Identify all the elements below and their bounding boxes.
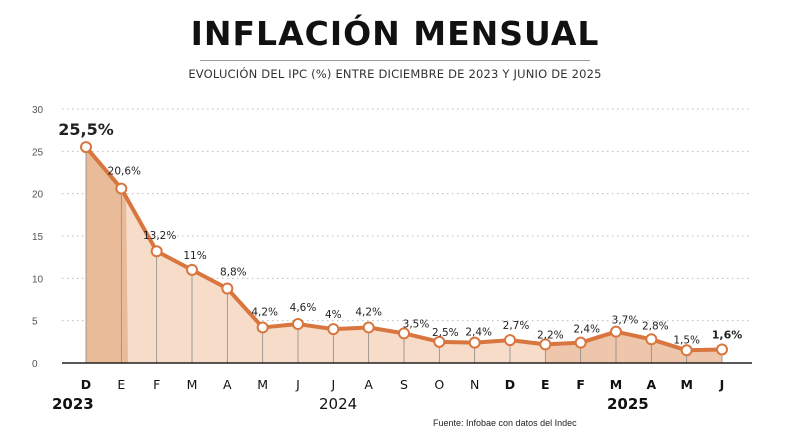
area-fill-2025 [545,331,722,363]
x-tick-label: J [719,377,725,392]
x-tick-label: F [576,377,585,392]
data-point [80,141,92,154]
data-label: 1,5% [673,334,700,346]
data-point [716,343,728,356]
data-label: 2,2% [537,329,564,341]
x-tick-label: E [541,377,550,392]
x-tick-label: F [153,377,160,392]
y-tick-label: 0 [32,359,38,370]
data-point [504,334,516,347]
year-label-2025: 2025 [607,395,649,413]
x-tick-label: M [680,377,692,392]
x-tick-label: D [505,377,515,392]
data-point [610,325,622,338]
chart-subtitle: EVOLUCIÓN DEL IPC (%) ENTRE DICIEMBRE DE… [188,67,602,81]
data-label: 25,5% [58,120,114,139]
data-label: 1,6% [712,328,743,341]
data-label: 4,2% [355,306,382,318]
x-tick-label: N [470,377,479,392]
data-point [327,323,340,336]
y-tick-label: 5 [32,317,38,328]
data-label: 20,6% [108,166,141,178]
data-point [150,245,163,258]
data-label: 2,4% [465,327,492,339]
x-tick-label: M [257,377,268,392]
data-label: 13,2% [143,230,176,242]
data-point [680,344,693,357]
data-label: 8,8% [220,266,247,278]
data-point [433,335,446,348]
y-tick-label: 20 [32,190,44,201]
x-tick-label: M [610,377,622,392]
y-tick-label: 15 [32,232,44,243]
year-label-2024: 2024 [319,395,358,413]
data-label: 11% [183,250,206,262]
data-point [398,327,410,340]
data-point [539,338,552,351]
data-point [645,333,658,346]
data-label: 4,2% [251,306,278,318]
data-point [256,321,269,334]
data-label: 2,8% [642,320,669,332]
y-tick-label: 10 [32,274,44,285]
data-label: 2,7% [503,320,530,332]
data-label: 3,7% [612,315,639,327]
data-point [362,321,375,334]
source-note: Fuente: Infobae con datos del Indec [433,418,577,428]
x-tick-label: D [81,377,91,392]
x-tick-label: E [117,377,125,392]
x-tick-label: M [187,377,198,392]
data-label: 3,5% [403,318,430,330]
x-tick-label: A [646,377,656,392]
x-tick-label: S [400,377,408,392]
title-divider [200,60,590,61]
data-label: 2,5% [432,327,459,339]
data-point [186,263,198,276]
data-point [115,182,128,195]
data-point [292,318,304,331]
data-label: 4% [325,309,342,321]
y-tick-label: 30 [32,105,44,116]
area-fill-2023 [86,147,128,363]
chart-title: INFLACIÓN MENSUAL [190,14,600,53]
x-tick-label: J [330,377,335,392]
data-point [468,336,481,349]
year-label-2023: 2023 [52,395,94,413]
data-label: 2,4% [573,324,600,336]
x-tick-label: A [223,377,232,392]
data-point [574,336,587,349]
data-label: 4,6% [290,302,317,314]
x-tick-label: J [295,377,300,392]
x-tick-label: A [364,377,373,392]
data-point [221,282,234,295]
y-tick-label: 25 [32,147,44,158]
x-tick-label: O [434,377,444,392]
